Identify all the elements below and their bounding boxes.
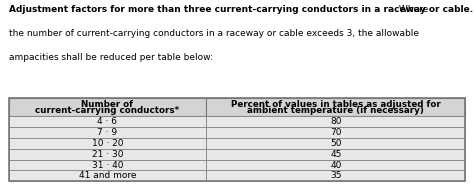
Text: 31 · 40: 31 · 40 (91, 161, 123, 170)
Text: the number of current-carrying conductors in a raceway or cable exceeds 3, the a: the number of current-carrying conductor… (9, 29, 419, 38)
Bar (9, 149, 206, 160)
Bar (9, 138, 206, 149)
Text: 41 and more: 41 and more (79, 171, 136, 180)
Bar (9, 160, 206, 171)
Text: 21 · 30: 21 · 30 (91, 150, 123, 159)
Text: 4 · 6: 4 · 6 (97, 117, 118, 126)
Bar (206, 149, 465, 160)
Text: current-carrying conductors*: current-carrying conductors* (35, 106, 180, 115)
Bar (206, 160, 465, 171)
Text: 40: 40 (330, 161, 341, 170)
Bar (9, 127, 206, 138)
Text: Adjustment factors for more than three current-carrying conductors in a raceway : Adjustment factors for more than three c… (9, 5, 473, 14)
Text: Number of: Number of (82, 100, 133, 109)
Bar (206, 171, 465, 181)
Text: ambient temperature (if necessary): ambient temperature (if necessary) (247, 106, 424, 115)
Bar (206, 127, 465, 138)
Bar (9, 171, 206, 181)
Text: 7 · 9: 7 · 9 (97, 128, 118, 137)
Text: Percent of values in tables as adjusted for: Percent of values in tables as adjusted … (231, 100, 441, 109)
Bar (9, 98, 206, 116)
Bar (206, 138, 465, 149)
Text: 45: 45 (330, 150, 341, 159)
Bar (206, 116, 465, 127)
Text: 50: 50 (330, 139, 342, 148)
Bar (9, 116, 206, 127)
Text: 80: 80 (330, 117, 342, 126)
Bar (206, 98, 465, 116)
Text: ampacities shall be reduced per table below:: ampacities shall be reduced per table be… (9, 53, 212, 62)
Text: 35: 35 (330, 171, 342, 180)
Text: 70: 70 (330, 128, 342, 137)
Text: Where: Where (396, 5, 428, 14)
Text: 10 · 20: 10 · 20 (91, 139, 123, 148)
Bar (9, 98, 465, 181)
